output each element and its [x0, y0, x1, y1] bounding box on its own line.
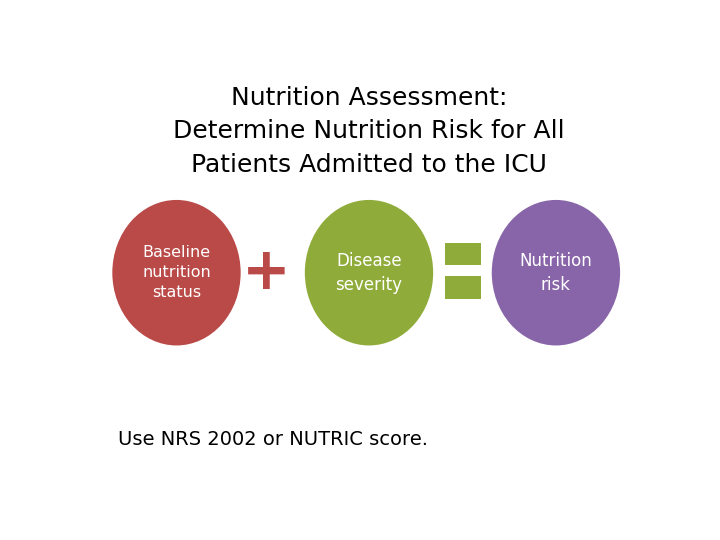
Ellipse shape — [492, 200, 620, 346]
Ellipse shape — [112, 200, 240, 346]
Text: Disease
severity: Disease severity — [336, 252, 402, 294]
Text: Use NRS 2002 or NUTRIC score.: Use NRS 2002 or NUTRIC score. — [118, 429, 428, 449]
Text: Nutrition Assessment:
Determine Nutrition Risk for All
Patients Admitted to the : Nutrition Assessment: Determine Nutritio… — [174, 86, 564, 177]
Text: Baseline
nutrition
status: Baseline nutrition status — [142, 245, 211, 300]
Text: +: + — [241, 244, 290, 301]
FancyBboxPatch shape — [445, 242, 481, 266]
Text: Nutrition
risk: Nutrition risk — [520, 252, 593, 294]
FancyBboxPatch shape — [445, 276, 481, 299]
Ellipse shape — [305, 200, 433, 346]
